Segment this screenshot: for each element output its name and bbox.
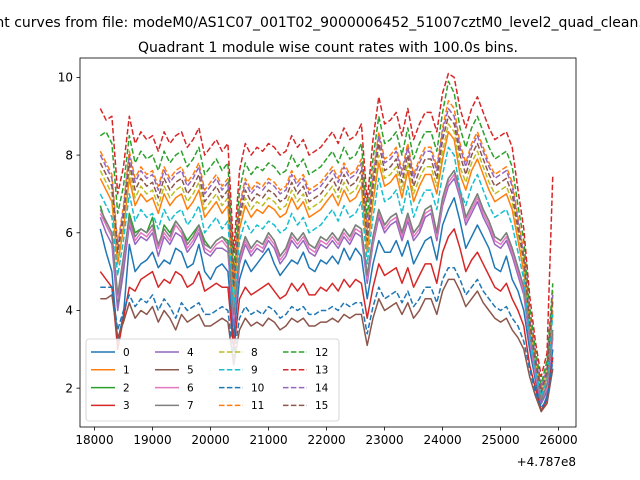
legend-box (85, 338, 340, 422)
series-line-15 (99, 115, 554, 393)
series-line-13 (99, 72, 554, 378)
x-tick-label: 26000 (540, 433, 578, 447)
legend-label-10: 10 (251, 382, 264, 394)
series-line-0 (99, 197, 554, 413)
y-tick-label: 8 (65, 148, 73, 162)
y-tick-label: 6 (65, 226, 73, 240)
legend-label-14: 14 (315, 382, 329, 394)
legend-label-9: 9 (251, 365, 258, 377)
legend-label-11: 11 (251, 400, 264, 412)
x-offset-label: +4.787e8 (517, 455, 576, 469)
legend-label-3: 3 (123, 400, 130, 412)
series-line-6 (99, 173, 554, 401)
x-tick-label: 22000 (307, 433, 345, 447)
legend-label-5: 5 (187, 365, 194, 377)
legend-label-15: 15 (315, 400, 328, 412)
x-tick-label: 19000 (133, 433, 171, 447)
legend-label-7: 7 (187, 400, 194, 412)
x-axis: 18000 19000 20000 21000 22000 23000 24000 25000… (75, 427, 578, 447)
figure-suptitle: Light curves from file: modeM0/AS1C07_00… (0, 15, 640, 31)
legend-label-2: 2 (123, 382, 130, 394)
series-line-9 (99, 146, 554, 397)
y-tick-label: 10 (58, 71, 73, 85)
x-tick-label: 20000 (191, 433, 229, 447)
x-tick-label: 18000 (75, 433, 113, 447)
x-tick-label: 24000 (423, 433, 461, 447)
series-line-14 (99, 107, 554, 389)
legend-label-8: 8 (251, 347, 258, 359)
legend-label-0: 0 (123, 347, 130, 359)
y-tick-label: 2 (65, 381, 73, 395)
axes-title: Quadrant 1 module wise count rates with … (138, 40, 518, 56)
plot-frame (79, 57, 577, 428)
series-line-12 (99, 80, 554, 386)
x-tick-label: 21000 (249, 433, 287, 447)
legend-label-13: 13 (315, 365, 328, 377)
series-line-11 (99, 99, 554, 389)
series-line-3 (99, 228, 554, 413)
series-line-5 (100, 278, 554, 413)
y-tick-label: 4 (65, 304, 73, 318)
series-line-1 (99, 131, 554, 397)
legend-label-6: 6 (187, 382, 194, 394)
legend-label-1: 1 (123, 365, 130, 377)
series-layer (99, 72, 554, 413)
legend-label-4: 4 (187, 347, 194, 359)
series-line-7 (99, 169, 554, 401)
x-tick-label: 23000 (365, 433, 403, 447)
x-tick-label: 25000 (481, 433, 519, 447)
legend-label-12: 12 (315, 347, 328, 359)
series-line-4 (99, 177, 554, 405)
series-line-10 (100, 266, 554, 409)
y-axis: 2 4 6 8 10 (58, 71, 80, 395)
series-line-8 (99, 123, 554, 393)
